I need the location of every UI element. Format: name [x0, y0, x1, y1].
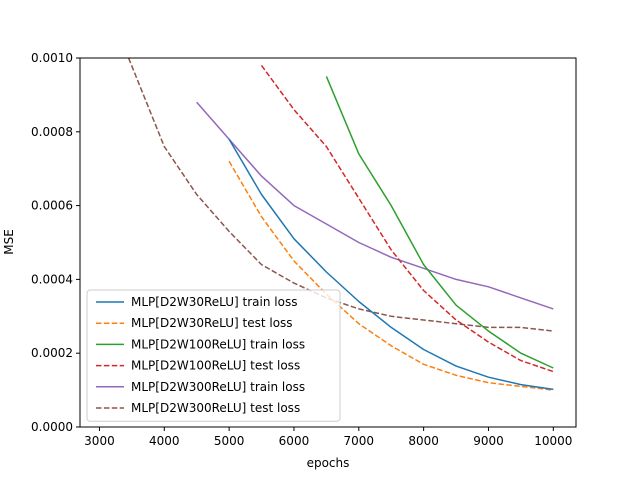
- legend-entry-label: MLP[D2W100ReLU] test loss: [131, 359, 300, 373]
- y-axis-label: MSE: [2, 229, 16, 255]
- series-line-mlp-d2w100relu-test-loss: [260, 64, 554, 373]
- x-tick-label: 7000: [344, 434, 375, 448]
- y-tick-label: 0.0000: [31, 420, 73, 434]
- y-tick-label: 0.0010: [31, 51, 73, 65]
- x-tick-label: 4000: [149, 434, 180, 448]
- series-line-mlp-d2w300relu-train-loss: [196, 101, 554, 310]
- legend-entry-label: MLP[D2W30ReLU] test loss: [131, 316, 293, 330]
- y-tick-label: 0.0008: [31, 125, 73, 139]
- x-tick-label: 10000: [534, 434, 572, 448]
- legend-entry-label: MLP[D2W300ReLU] test loss: [131, 401, 300, 415]
- legend-entry-label: MLP[D2W300ReLU] train loss: [131, 380, 305, 394]
- x-axis-label: epochs: [307, 456, 350, 470]
- plot-frame: [79, 57, 577, 428]
- x-tick-label: 5000: [214, 434, 245, 448]
- series-line-mlp-d2w100relu-train-loss: [325, 76, 554, 369]
- legend-entry-label: MLP[D2W100ReLU] train loss: [131, 337, 305, 351]
- series-line-mlp-d2w30relu-train-loss: [228, 138, 554, 391]
- series-line-mlp-d2w300relu-test-loss: [127, 58, 554, 332]
- x-tick-label: 8000: [408, 434, 439, 448]
- series-line-mlp-d2w30relu-test-loss: [228, 160, 554, 391]
- x-tick-label: 9000: [473, 434, 504, 448]
- y-tick-label: 0.0006: [31, 199, 73, 213]
- legend-entry-label: MLP[D2W30ReLU] train loss: [131, 295, 297, 309]
- y-tick-label: 0.0004: [31, 272, 73, 286]
- x-tick-label: 6000: [279, 434, 310, 448]
- y-tick-label: 0.0002: [31, 346, 73, 360]
- x-tick-label: 3000: [84, 434, 115, 448]
- legend-box: [86, 289, 341, 422]
